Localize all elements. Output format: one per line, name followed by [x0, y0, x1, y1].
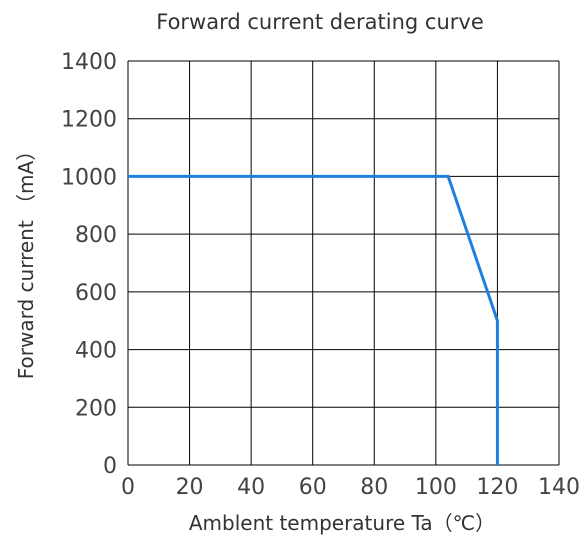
series-layer: [128, 174, 499, 465]
series-line: [128, 174, 499, 465]
y-tick-label: 1000: [61, 165, 117, 190]
x-tick-label: 0: [121, 475, 135, 500]
y-tick-label: 400: [75, 339, 117, 364]
y-tick-labels: 0 200 400 600 800 1000 1200 1400: [61, 50, 117, 479]
y-tick-label: 0: [103, 454, 117, 479]
y-tick-label: 800: [75, 223, 117, 248]
y-tick-label: 1200: [61, 108, 117, 133]
y-tick-label: 600: [75, 281, 117, 306]
grid: [127, 60, 560, 466]
x-tick-label: 40: [237, 475, 265, 500]
x-tick-label: 100: [415, 475, 457, 500]
x-tick-label: 80: [360, 475, 388, 500]
x-tick-label: 140: [538, 475, 580, 500]
x-tick-labels: 0 20 40 60 80 100 120 140: [121, 475, 580, 500]
x-tick-label: 120: [476, 475, 518, 500]
y-axis-label: Forward current （mA）: [14, 141, 38, 379]
chart-title: Forward current derating curve: [156, 10, 484, 34]
x-tick-label: 20: [176, 475, 204, 500]
x-tick-label: 60: [299, 475, 327, 500]
x-axis-label: Amblent temperature Ta（℃）: [189, 511, 495, 535]
y-tick-label: 1400: [61, 50, 117, 75]
y-tick-label: 200: [75, 396, 117, 421]
